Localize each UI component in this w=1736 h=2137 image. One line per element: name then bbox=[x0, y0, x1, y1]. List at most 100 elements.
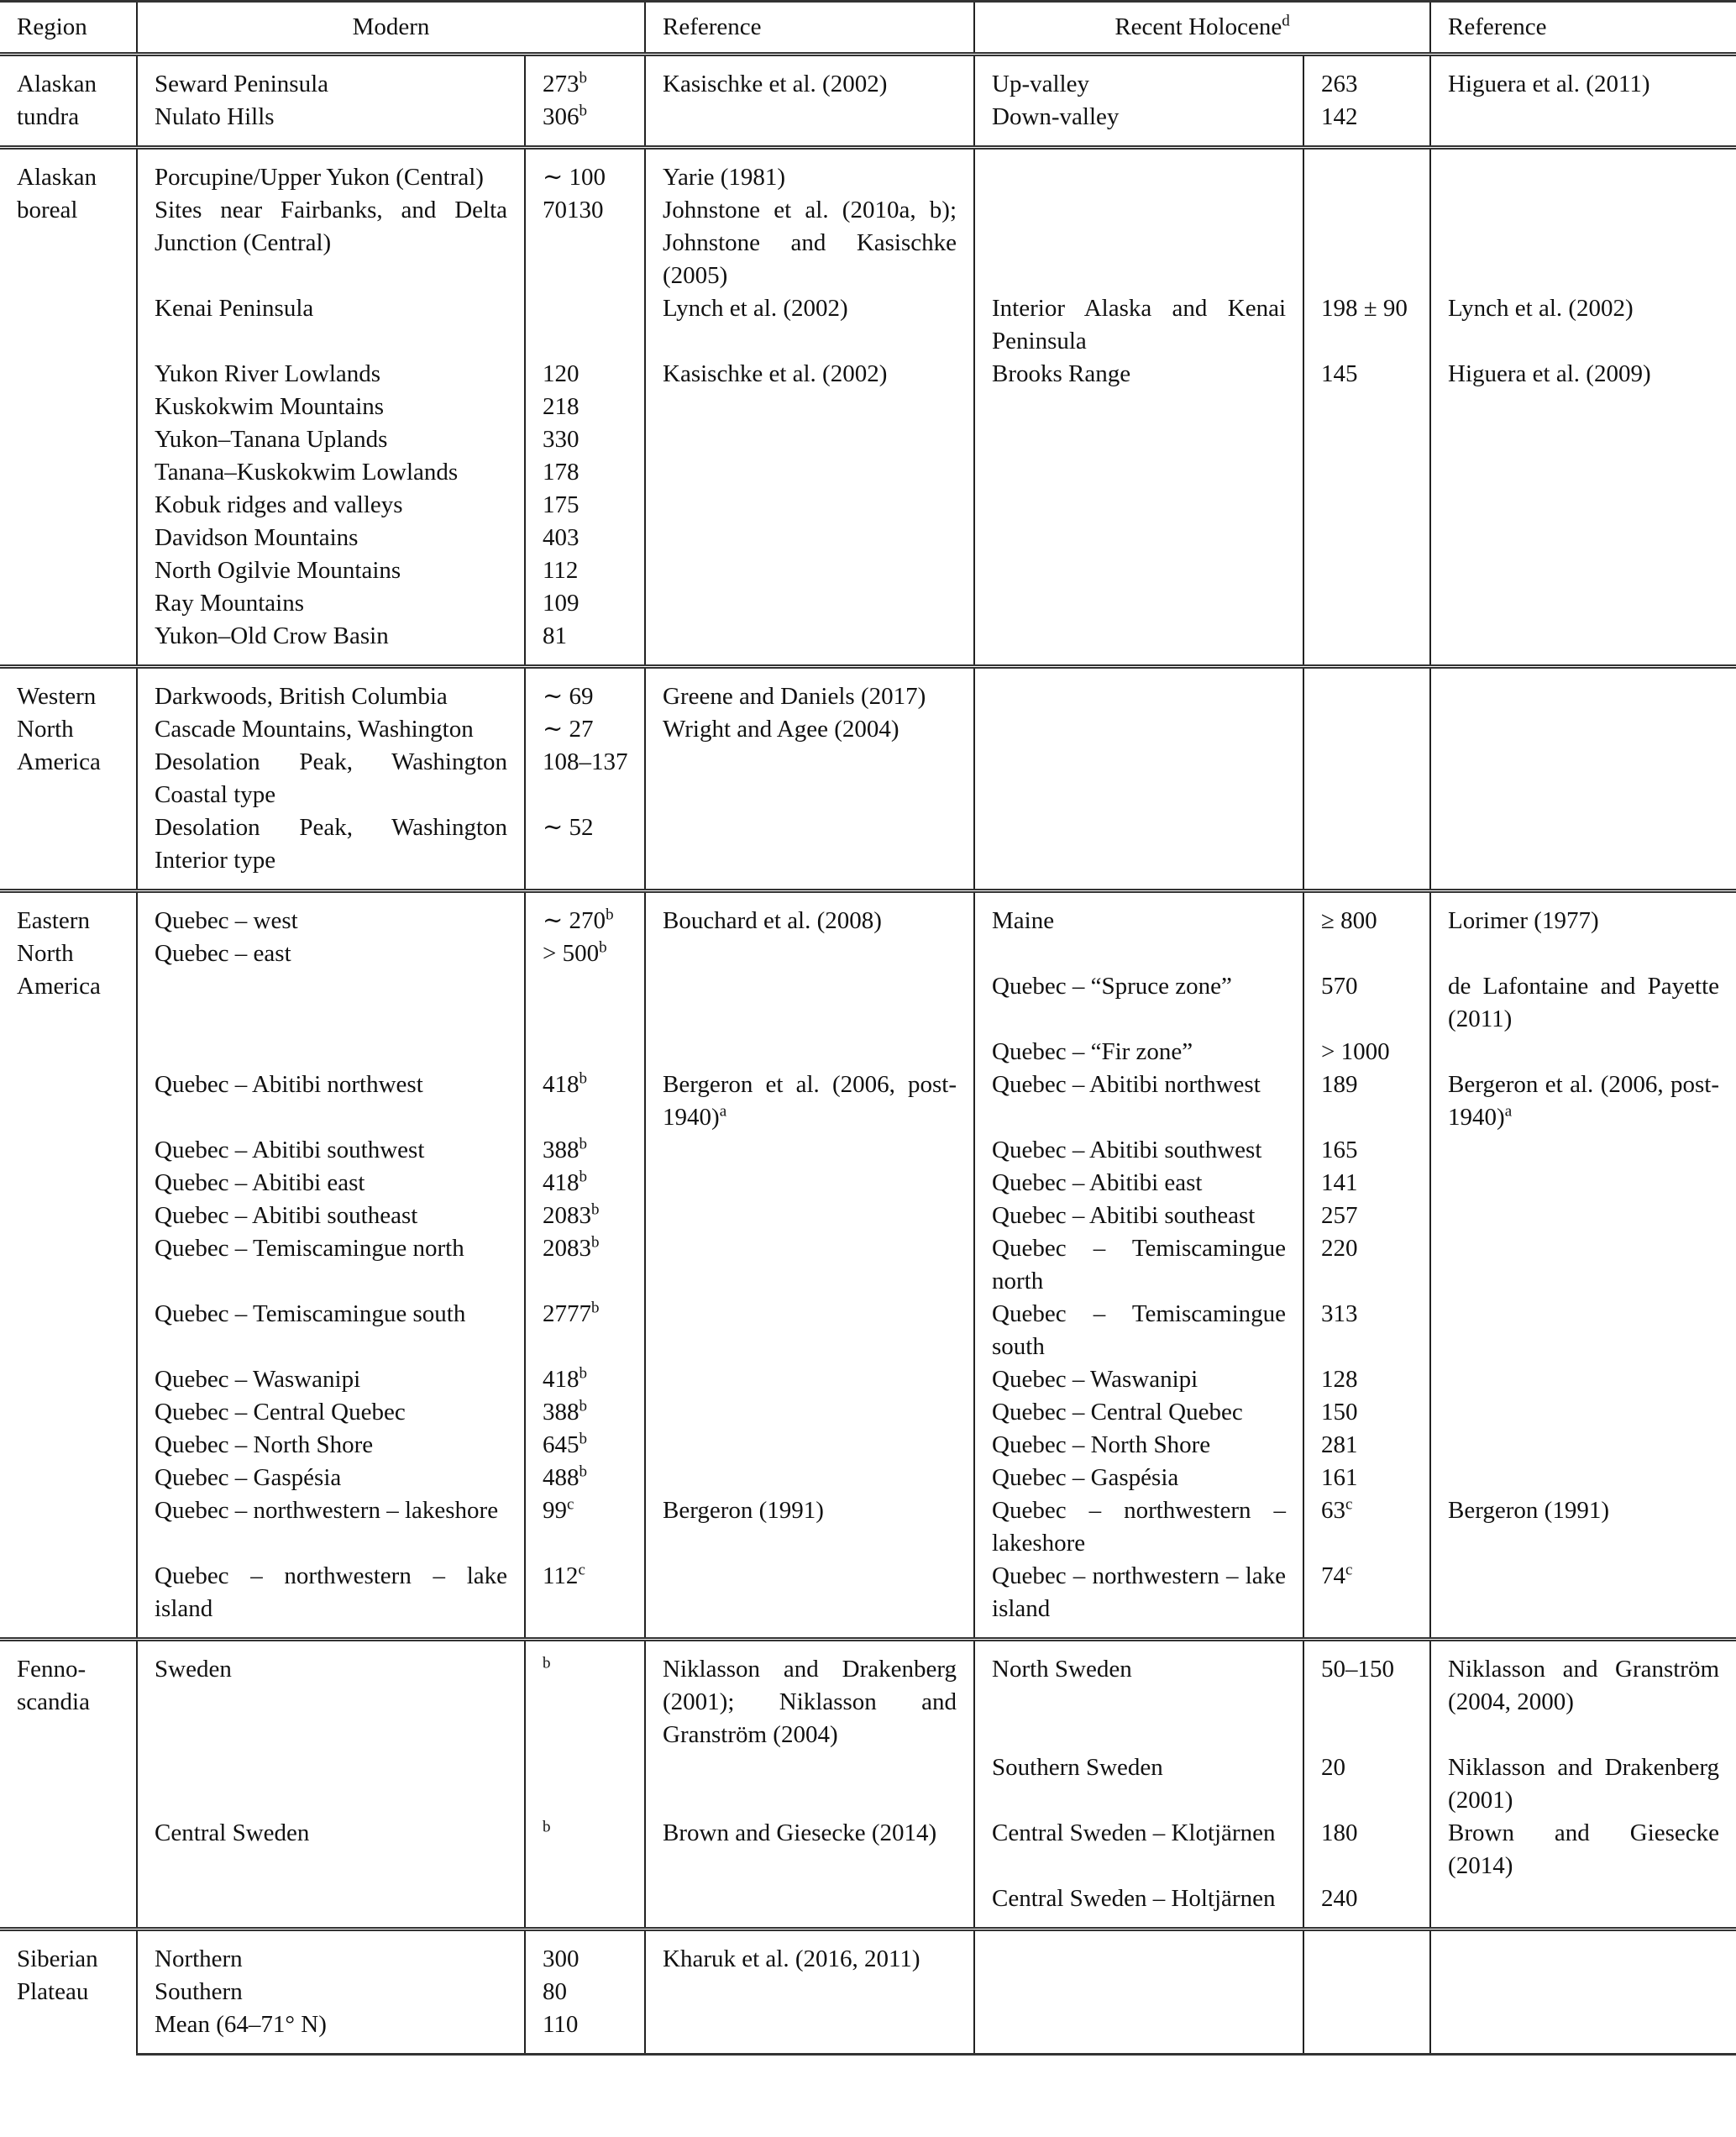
holocene-interval bbox=[1303, 391, 1431, 423]
modern-site bbox=[136, 1751, 525, 1817]
holocene-site: Quebec – Abitibi east bbox=[973, 1167, 1304, 1200]
footnote-marker: b bbox=[543, 1818, 551, 1836]
holocene-interval: 198 ± 90 bbox=[1303, 292, 1431, 358]
cell-text: Bergeron et al. (2006, post-1940) bbox=[1448, 1071, 1720, 1131]
modern-site: Central Sweden bbox=[136, 1817, 525, 1882]
holocene-site: Quebec – Waswanipi bbox=[973, 1363, 1304, 1396]
cell-text: 112 bbox=[543, 1562, 579, 1589]
table-row: Quebec – “Spruce zone” 570 de Lafontaine a… bbox=[0, 970, 1736, 1036]
holocene-site bbox=[973, 145, 1304, 194]
modern-site: Mean (64–71° N) bbox=[136, 2008, 525, 2056]
holocene-interval: 263 bbox=[1303, 52, 1431, 101]
holocene-reference bbox=[1429, 101, 1736, 148]
footnote-marker: b bbox=[606, 906, 614, 924]
modern-site: Yukon River Lowlands bbox=[136, 358, 525, 391]
table-row: Nulato Hills 306b Down-valley 142 bbox=[0, 101, 1736, 148]
modern-site: Quebec – Abitibi southeast bbox=[136, 1200, 525, 1232]
modern-interval: b bbox=[523, 1817, 646, 1882]
header-reference-holocene: Reference bbox=[1429, 1, 1736, 55]
header-modern: Modern bbox=[135, 1, 646, 55]
cell-text: 388 bbox=[543, 1137, 580, 1163]
holocene-reference bbox=[1429, 1462, 1736, 1494]
holocene-reference: Higuera et al. (2011) bbox=[1429, 52, 1736, 101]
holocene-interval: > 1000 bbox=[1303, 1036, 1431, 1068]
table-row: Quebec – Temiscamingue north 2083b Quebec … bbox=[0, 1232, 1736, 1298]
modern-reference bbox=[644, 1429, 975, 1462]
modern-site: Nulato Hills bbox=[136, 101, 525, 148]
holocene-reference bbox=[1429, 1363, 1736, 1396]
modern-site: Porcupine/Upper Yukon (Central) bbox=[136, 145, 525, 194]
modern-reference bbox=[644, 1976, 975, 2008]
modern-site: Quebec – northwestern – lakeshore bbox=[136, 1494, 525, 1560]
table-row: Quebec – Abitibi east 418b Quebec – Abitib… bbox=[0, 1167, 1736, 1200]
modern-site: Quebec – Abitibi southwest bbox=[136, 1134, 525, 1167]
modern-interval: 645b bbox=[523, 1429, 646, 1462]
modern-site: Quebec – Abitibi east bbox=[136, 1167, 525, 1200]
modern-interval: 2083b bbox=[523, 1200, 646, 1232]
modern-interval: 178 bbox=[523, 456, 646, 489]
holocene-site bbox=[973, 1976, 1304, 2008]
table-row: Central Sweden – Holtjärnen 240 bbox=[0, 1882, 1736, 1930]
holocene-site: Quebec – North Shore bbox=[973, 1429, 1304, 1462]
modern-reference bbox=[644, 391, 975, 423]
holocene-reference bbox=[1429, 522, 1736, 554]
modern-interval: 112 bbox=[523, 554, 646, 587]
table-row: Yukon River Lowlands 120 Kasischke et al. … bbox=[0, 358, 1736, 391]
holocene-reference bbox=[1429, 937, 1736, 970]
holocene-interval bbox=[1303, 194, 1431, 292]
table-row: Quebec – Abitibi southwest 388b Quebec – A… bbox=[0, 1134, 1736, 1167]
holocene-reference bbox=[1429, 620, 1736, 667]
holocene-reference: Niklasson and Drakenberg (2001) bbox=[1429, 1751, 1736, 1817]
footnote-marker: b bbox=[579, 69, 588, 87]
modern-interval: 418b bbox=[523, 1068, 646, 1134]
holocene-reference bbox=[1429, 1167, 1736, 1200]
modern-reference: Greene and Daniels (2017) bbox=[644, 664, 975, 713]
holocene-site bbox=[973, 423, 1304, 456]
holocene-site bbox=[973, 811, 1304, 891]
modern-site: Desolation Peak, Washington Interior typ… bbox=[136, 811, 525, 891]
modern-interval bbox=[523, 292, 646, 358]
holocene-interval bbox=[1303, 522, 1431, 554]
modern-interval bbox=[523, 1751, 646, 1817]
holocene-site: Quebec – Abitibi northwest bbox=[973, 1068, 1304, 1134]
modern-site: Northern bbox=[136, 1927, 525, 1976]
holocene-site: Interior Alaska and Kenai Peninsula bbox=[973, 292, 1304, 358]
modern-reference bbox=[644, 746, 975, 811]
holocene-reference bbox=[1429, 1560, 1736, 1640]
modern-reference bbox=[644, 423, 975, 456]
holocene-reference: Lorimer (1977) bbox=[1429, 889, 1736, 937]
modern-site: Cascade Mountains, Washington bbox=[136, 713, 525, 746]
footnote-marker: c bbox=[1345, 1495, 1353, 1514]
modern-reference: Johnstone et al. (2010a, b); Johnstone a… bbox=[644, 194, 975, 292]
region-group: Western North America Darkwoods, British … bbox=[0, 664, 1736, 891]
holocene-reference: Niklasson and Granström (2004, 2000) bbox=[1429, 1637, 1736, 1751]
table-row: Eastern North America Quebec – west ∼ 270b… bbox=[0, 889, 1736, 1640]
footnote-marker: a bbox=[719, 1102, 727, 1121]
modern-reference bbox=[644, 811, 975, 891]
holocene-interval bbox=[1303, 713, 1431, 746]
holocene-reference bbox=[1429, 587, 1736, 620]
table-row: Quebec – Central Quebec 388b Quebec – Cent… bbox=[0, 1396, 1736, 1429]
holocene-site bbox=[973, 489, 1304, 522]
holocene-site: Quebec – “Fir zone” bbox=[973, 1036, 1304, 1068]
holocene-reference bbox=[1429, 194, 1736, 292]
cell-text: 2777 bbox=[543, 1300, 591, 1327]
holocene-site: Quebec – northwestern – lake island bbox=[973, 1560, 1304, 1640]
region-group: Alaskan tundra Seward Peninsula 273b Kasisc… bbox=[0, 52, 1736, 148]
modern-reference: Wright and Agee (2004) bbox=[644, 713, 975, 746]
table-row: Davidson Mountains 403 bbox=[0, 522, 1736, 554]
modern-interval bbox=[523, 1036, 646, 1068]
region-group: Alaskan boreal Porcupine/Upper Yukon (Cen… bbox=[0, 145, 1736, 667]
holocene-reference bbox=[1429, 554, 1736, 587]
modern-site: Quebec – Waswanipi bbox=[136, 1363, 525, 1396]
modern-site bbox=[136, 970, 525, 1036]
table-row: Yukon–Old Crow Basin 81 bbox=[0, 620, 1736, 667]
holocene-site bbox=[973, 2008, 1304, 2056]
modern-reference bbox=[644, 1167, 975, 1200]
modern-site: Kobuk ridges and valleys bbox=[136, 489, 525, 522]
modern-reference bbox=[644, 1462, 975, 1494]
modern-reference: Yarie (1981) bbox=[644, 145, 975, 194]
cell-text: 74 bbox=[1321, 1562, 1346, 1589]
holocene-interval: 189 bbox=[1303, 1068, 1431, 1134]
modern-site: Sites near Fairbanks, and Delta Junction… bbox=[136, 194, 525, 292]
